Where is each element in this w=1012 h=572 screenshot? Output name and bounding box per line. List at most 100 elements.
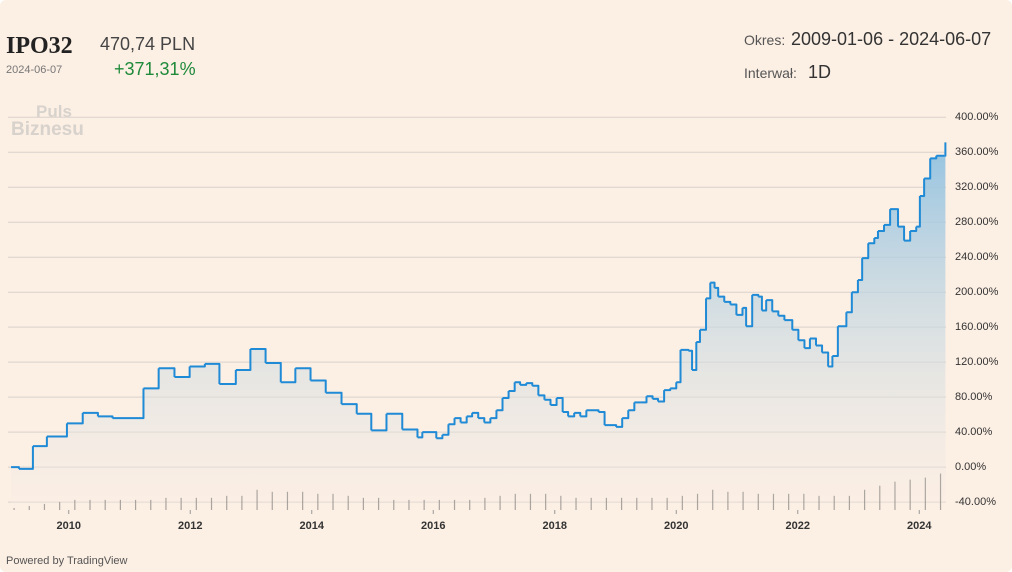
line-step bbox=[699, 298, 708, 331]
y-tick-label: 240.00% bbox=[955, 251, 999, 263]
line-step bbox=[550, 398, 558, 407]
line-step bbox=[692, 342, 698, 372]
line-step bbox=[815, 344, 824, 353]
line-step bbox=[798, 339, 806, 349]
line-step bbox=[11, 466, 20, 469]
x-tick-label: 2014 bbox=[300, 520, 325, 532]
line-step bbox=[580, 410, 588, 418]
period-label: Okres: bbox=[744, 32, 786, 48]
line-step bbox=[710, 281, 716, 288]
line-step bbox=[514, 381, 522, 385]
line-step bbox=[772, 310, 780, 316]
line-step bbox=[884, 209, 892, 226]
line-step bbox=[828, 356, 834, 368]
line-step bbox=[924, 158, 932, 180]
line-step bbox=[46, 423, 68, 438]
y-tick-label: -40.00% bbox=[955, 496, 996, 508]
x-tick-label: 2020 bbox=[664, 520, 688, 532]
line-step bbox=[804, 338, 811, 350]
line-step bbox=[837, 312, 848, 328]
line-step bbox=[916, 195, 921, 228]
line-step bbox=[204, 362, 221, 385]
line-step bbox=[490, 410, 498, 420]
line-step bbox=[718, 295, 726, 302]
footer: Powered by TradingView bbox=[6, 555, 128, 567]
line-step bbox=[235, 349, 252, 372]
line-step bbox=[502, 391, 510, 400]
line-step bbox=[758, 295, 763, 311]
y-tick-label: 400.00% bbox=[955, 111, 999, 123]
y-tick-label: 80.00% bbox=[955, 391, 993, 403]
line-step bbox=[356, 412, 373, 431]
line-step bbox=[706, 282, 712, 300]
line-step bbox=[930, 155, 938, 160]
line-step bbox=[761, 300, 768, 312]
line-step bbox=[295, 367, 312, 381]
line-step bbox=[538, 394, 546, 400]
line-step bbox=[508, 382, 516, 393]
logo: Puls bbox=[36, 102, 72, 121]
line-step bbox=[742, 306, 748, 327]
y-tick-label: 360.00% bbox=[955, 146, 999, 158]
line-step bbox=[250, 348, 267, 364]
line-step bbox=[857, 258, 864, 281]
line-step bbox=[832, 326, 839, 358]
line-step bbox=[778, 314, 786, 321]
interval-label: Interwał: bbox=[744, 65, 797, 81]
line-step bbox=[622, 410, 630, 420]
line-step bbox=[730, 303, 738, 315]
line-step bbox=[280, 368, 297, 384]
line-step bbox=[658, 390, 666, 403]
line-step bbox=[386, 412, 404, 430]
y-tick-label: 200.00% bbox=[955, 286, 999, 298]
line-step bbox=[598, 411, 606, 426]
line-step bbox=[532, 384, 540, 396]
symbol: IPO32 bbox=[6, 33, 73, 59]
y-tick-label: 280.00% bbox=[955, 216, 999, 228]
line-step bbox=[66, 412, 84, 425]
line-step bbox=[82, 411, 99, 417]
line-step bbox=[640, 396, 648, 404]
line-step bbox=[746, 294, 754, 328]
line-step bbox=[402, 428, 419, 438]
line-step bbox=[574, 411, 582, 417]
interval: 1D bbox=[808, 62, 832, 82]
line-step bbox=[466, 412, 474, 418]
line-step bbox=[189, 363, 206, 368]
line-step bbox=[496, 398, 504, 412]
line-step bbox=[544, 398, 552, 406]
x-tick-label: 2010 bbox=[57, 520, 81, 532]
line-step bbox=[478, 417, 486, 423]
line-step bbox=[877, 224, 886, 232]
line-step bbox=[158, 367, 176, 378]
line-step bbox=[670, 382, 678, 390]
line-step bbox=[792, 328, 800, 341]
line-step bbox=[944, 142, 947, 157]
line-step bbox=[310, 379, 327, 393]
line-step bbox=[472, 411, 480, 419]
line-step bbox=[784, 319, 794, 330]
change: +371,31% bbox=[114, 59, 196, 79]
y-tick-label: 320.00% bbox=[955, 181, 999, 193]
line-step bbox=[460, 416, 468, 424]
x-tick-label: 2018 bbox=[543, 520, 567, 532]
line-step bbox=[680, 348, 690, 351]
line-step bbox=[556, 397, 564, 413]
line-step bbox=[32, 436, 48, 448]
line-step bbox=[454, 417, 462, 423]
date: 2024-06-07 bbox=[6, 64, 63, 76]
line-step bbox=[904, 230, 912, 242]
line-step bbox=[112, 388, 145, 420]
area-fill bbox=[11, 142, 946, 510]
line-step bbox=[371, 413, 388, 432]
line-step bbox=[604, 424, 618, 427]
line-step bbox=[846, 292, 853, 314]
line-step bbox=[265, 362, 282, 383]
x-tick-label: 2022 bbox=[786, 520, 810, 532]
x-tick-label: 2016 bbox=[421, 520, 445, 532]
line-step bbox=[436, 434, 444, 440]
y-tick-label: 0.00% bbox=[955, 461, 986, 473]
line-step bbox=[688, 349, 694, 371]
line-step bbox=[862, 243, 870, 260]
